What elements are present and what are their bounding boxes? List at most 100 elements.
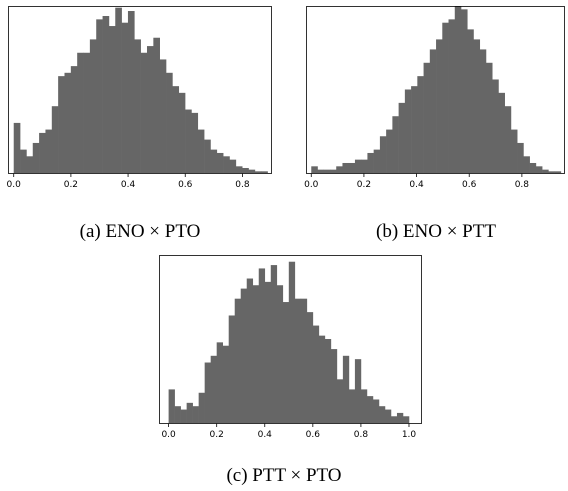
histogram-a-bar bbox=[242, 167, 249, 173]
histogram-c: 0.0 0.2 0.4 0.6 0.8 1.0 bbox=[159, 255, 422, 440]
histogram-c-bar bbox=[294, 298, 302, 423]
caption-a: (a) ENO × PTO bbox=[79, 221, 201, 242]
x-tick-label-c: 0.0 bbox=[161, 430, 176, 440]
histogram-b-bar bbox=[510, 129, 518, 173]
histogram-c-bar bbox=[312, 325, 320, 423]
histogram-b-bar bbox=[485, 62, 493, 173]
histogram-a-bar bbox=[140, 52, 148, 174]
histogram-a-bar bbox=[153, 37, 160, 174]
plot-frame-c bbox=[159, 255, 422, 424]
histogram-a-bar bbox=[210, 149, 218, 173]
histogram-b-bar bbox=[529, 162, 537, 173]
histogram-b-bar bbox=[442, 22, 449, 174]
histogram-c-bar bbox=[288, 261, 296, 423]
histogram-c-bar bbox=[174, 406, 181, 423]
histogram-a-bar bbox=[39, 132, 46, 173]
histogram-c-bar bbox=[228, 315, 236, 423]
x-tick-label-a: 0.8 bbox=[235, 180, 250, 190]
subplot-b: 0.0 0.2 0.4 0.6 0.8 bbox=[296, 0, 568, 200]
histogram-b-bar bbox=[473, 39, 481, 174]
x-tick-label-c: 0.2 bbox=[210, 430, 224, 440]
histogram-c-bar bbox=[360, 389, 368, 423]
histogram-c-bar bbox=[264, 281, 272, 423]
histogram-b-bar bbox=[535, 166, 543, 173]
histogram-c-bar bbox=[246, 278, 254, 423]
histogram-a-bar bbox=[172, 86, 180, 173]
histogram-c-bar bbox=[198, 392, 205, 423]
x-tick-label-a: 0.2 bbox=[64, 180, 78, 190]
histogram-b-bar bbox=[517, 142, 524, 173]
histogram-b-bar bbox=[354, 159, 362, 173]
histogram-c-bar bbox=[384, 409, 392, 423]
histogram-b-bar bbox=[429, 49, 437, 173]
histogram-c-bar bbox=[210, 355, 217, 423]
histogram-a-bar bbox=[134, 39, 141, 174]
histogram-c-bar bbox=[204, 362, 211, 423]
histogram-a-bar bbox=[96, 19, 103, 173]
histogram-a-bar bbox=[64, 72, 72, 173]
histogram-a-bar bbox=[204, 139, 211, 173]
plot-frame-a bbox=[8, 6, 272, 174]
histogram-b-bar bbox=[492, 79, 499, 173]
histogram-a-bar bbox=[229, 159, 237, 173]
histogram-c-bar bbox=[300, 298, 308, 423]
histogram-b-bar bbox=[323, 169, 331, 173]
x-tick-label-a: 0.0 bbox=[7, 180, 22, 190]
histogram-a-bar bbox=[115, 7, 122, 174]
x-tick-label-b: 0.0 bbox=[304, 180, 319, 190]
histogram-a-bar bbox=[45, 129, 53, 173]
histogram-c-bar bbox=[276, 285, 284, 423]
histogram-c-bar bbox=[390, 416, 398, 423]
histogram-a-bar bbox=[102, 16, 110, 173]
x-tick-label-a: 0.6 bbox=[178, 180, 193, 190]
histogram-a-bar bbox=[20, 149, 27, 173]
histogram-b-bar bbox=[542, 169, 549, 173]
subplot-a: 0.0 0.2 0.4 0.6 0.8 bbox=[0, 0, 280, 200]
histogram-c-bar bbox=[306, 312, 314, 423]
histogram-b-bar bbox=[454, 6, 462, 173]
histogram-b-bar bbox=[479, 49, 487, 173]
histogram-c-bar bbox=[396, 412, 404, 423]
histogram-b-bar bbox=[548, 171, 555, 173]
histogram-a-bar bbox=[166, 72, 173, 173]
histogram-c-bar bbox=[318, 335, 326, 423]
histogram-b-bar bbox=[411, 86, 418, 173]
histogram-b-bar bbox=[398, 102, 406, 173]
histogram-c-bar bbox=[354, 359, 362, 423]
histogram-b-bar bbox=[386, 129, 393, 173]
histogram-a-bar bbox=[32, 142, 40, 173]
histogram-a-bar bbox=[51, 106, 59, 173]
histogram-a-bar bbox=[159, 59, 167, 173]
histogram-a-bar bbox=[13, 122, 21, 173]
x-tick-label-b: 0.6 bbox=[462, 180, 477, 190]
histogram-a-bar bbox=[26, 156, 34, 173]
histogram-c-bar bbox=[222, 345, 230, 423]
histogram-a-bar bbox=[223, 156, 230, 173]
histogram-a-bar bbox=[216, 152, 224, 173]
histogram-b: 0.0 0.2 0.4 0.6 0.8 bbox=[304, 6, 565, 190]
caption-b: (b) ENO × PTT bbox=[376, 221, 496, 242]
histogram-c-bar bbox=[378, 406, 386, 423]
histogram-c-bar bbox=[366, 396, 374, 423]
histogram-c-bar bbox=[348, 389, 356, 423]
x-tick-label-c: 0.6 bbox=[306, 430, 321, 440]
histogram-b-bar bbox=[523, 156, 530, 173]
histogram-c-bar bbox=[186, 402, 193, 423]
histogram-c-bar bbox=[216, 342, 223, 423]
x-tick-label-c: 0.4 bbox=[258, 430, 273, 440]
histogram-c-bar bbox=[336, 379, 344, 423]
histogram-a-bar bbox=[108, 26, 116, 173]
histogram-b-bar bbox=[311, 166, 318, 173]
histogram-c-bar bbox=[270, 265, 278, 423]
histogram-b-bar bbox=[336, 166, 343, 173]
histogram-a-bar bbox=[83, 52, 91, 174]
histogram-b-bar bbox=[467, 29, 474, 173]
histogram-a-bar bbox=[58, 76, 65, 173]
histogram-b-bar bbox=[404, 89, 412, 173]
histogram-c-bar bbox=[330, 349, 338, 423]
histogram-a: 0.0 0.2 0.4 0.6 0.8 bbox=[7, 6, 272, 190]
histogram-a-bar bbox=[191, 112, 199, 173]
histogram-b-bar bbox=[498, 92, 505, 173]
histogram-c-bar bbox=[282, 302, 290, 423]
histogram-a-bar bbox=[254, 171, 262, 173]
